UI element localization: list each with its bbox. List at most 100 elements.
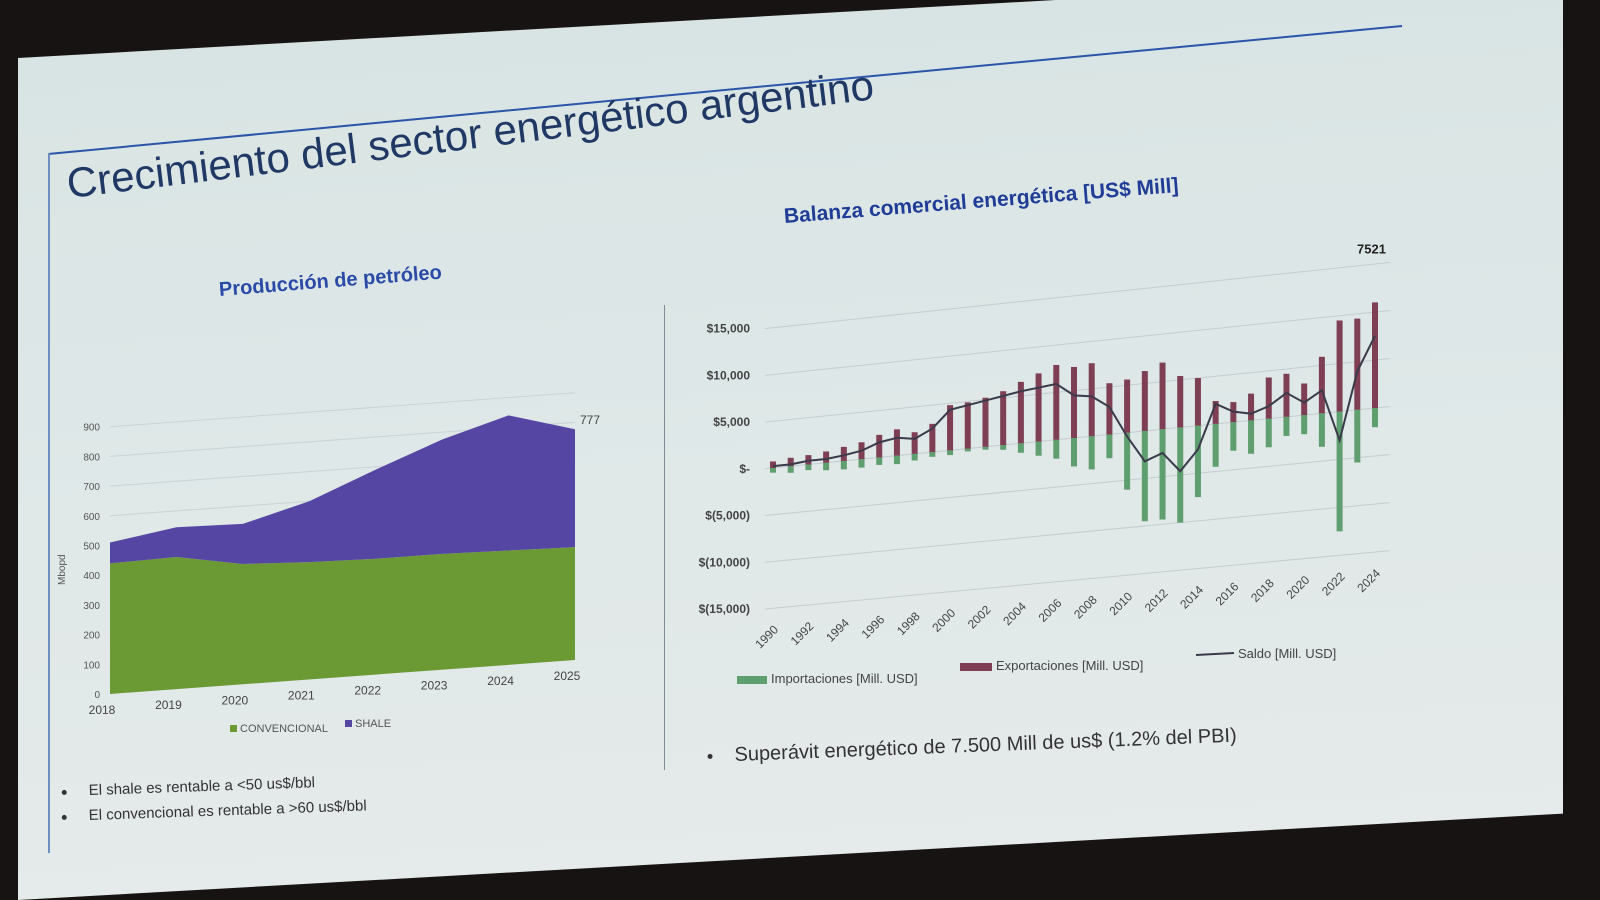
y-tick-label: $(5,000) bbox=[705, 509, 750, 523]
x-tick-label: 1996 bbox=[859, 612, 888, 641]
bar-exportaciones bbox=[1194, 378, 1201, 426]
y-tick-label: 800 bbox=[83, 452, 100, 463]
bar-importaciones bbox=[947, 450, 954, 456]
legend-swatch-importaciones bbox=[737, 676, 767, 684]
bar-exportaciones bbox=[1177, 376, 1184, 428]
y-tick-label: 400 bbox=[83, 571, 100, 582]
bar-importaciones bbox=[1035, 441, 1042, 456]
y-tick-label: $(10,000) bbox=[699, 555, 750, 569]
bar-importaciones bbox=[1177, 427, 1184, 523]
bar-exportaciones bbox=[787, 457, 794, 467]
line-saldo bbox=[772, 335, 1376, 473]
gridline bbox=[764, 454, 1391, 517]
bar-importaciones bbox=[1071, 438, 1077, 467]
x-tick-label: 2004 bbox=[1000, 599, 1029, 628]
bar-importaciones bbox=[1354, 409, 1361, 463]
bar-exportaciones bbox=[1035, 373, 1042, 442]
bar-exportaciones bbox=[1141, 371, 1148, 431]
bar-importaciones bbox=[1106, 434, 1113, 459]
bar-exportaciones bbox=[1372, 302, 1378, 408]
bar-importaciones bbox=[876, 457, 883, 465]
bullet-dot bbox=[61, 814, 67, 820]
x-tick-label: 2010 bbox=[1106, 589, 1135, 618]
y-tick-label: 700 bbox=[83, 482, 100, 493]
y-tick-label: 900 bbox=[83, 423, 100, 434]
x-tick-label: 2000 bbox=[929, 606, 958, 635]
bar-importaciones bbox=[893, 455, 900, 465]
gridline bbox=[764, 261, 1391, 330]
bar-exportaciones bbox=[1159, 362, 1166, 430]
bar-importaciones bbox=[1141, 430, 1148, 522]
x-tick-label: 2018 bbox=[1248, 576, 1277, 605]
bar-importaciones bbox=[911, 453, 918, 461]
bar-exportaciones bbox=[840, 446, 847, 461]
x-tick-label: 2006 bbox=[1036, 596, 1065, 625]
legend-swatch-exportaciones bbox=[960, 663, 992, 671]
bar-importaciones bbox=[1194, 425, 1201, 498]
data-label-7521: 7521 bbox=[1357, 242, 1386, 257]
bar-exportaciones bbox=[1354, 318, 1361, 410]
chart-divider bbox=[664, 305, 665, 770]
bullet-dot bbox=[61, 789, 67, 795]
bar-importaciones bbox=[1265, 418, 1272, 448]
bar-exportaciones bbox=[1000, 391, 1007, 446]
bar-exportaciones bbox=[770, 461, 776, 468]
legend-label-shale: SHALE bbox=[355, 718, 391, 730]
bar-importaciones bbox=[1124, 432, 1131, 490]
bar-exportaciones bbox=[1071, 366, 1077, 438]
bar-exportaciones bbox=[982, 397, 989, 447]
bar-importaciones bbox=[805, 464, 812, 471]
bar-importaciones bbox=[1159, 429, 1166, 520]
legend-swatch-shale bbox=[345, 720, 352, 727]
bar-importaciones bbox=[1053, 439, 1060, 459]
bar-exportaciones bbox=[964, 402, 971, 449]
x-tick-label: 2024 bbox=[487, 674, 514, 688]
x-tick-label: 2008 bbox=[1071, 592, 1100, 621]
bar-importaciones bbox=[964, 448, 971, 452]
gridline bbox=[109, 392, 576, 428]
bar-exportaciones bbox=[911, 432, 918, 454]
x-tick-label: 2023 bbox=[421, 679, 448, 693]
x-tick-label: 2020 bbox=[222, 693, 249, 707]
bullet-dot bbox=[707, 754, 713, 760]
bar-exportaciones bbox=[1283, 373, 1290, 417]
legend-label-exportaciones: Exportaciones [Mill. USD] bbox=[996, 658, 1143, 673]
bar-exportaciones bbox=[1017, 381, 1024, 444]
bar-importaciones bbox=[858, 459, 865, 468]
x-tick-label: 2002 bbox=[965, 602, 994, 631]
bar-exportaciones bbox=[1053, 364, 1060, 440]
x-tick-label: 2020 bbox=[1284, 573, 1313, 602]
bar-exportaciones bbox=[929, 423, 936, 453]
y-tick-label: $10,000 bbox=[707, 368, 751, 382]
bar-exportaciones bbox=[823, 451, 830, 463]
x-tick-label: 2012 bbox=[1142, 586, 1171, 615]
bar-exportaciones bbox=[1124, 379, 1131, 433]
bar-importaciones bbox=[823, 462, 830, 471]
area-shale bbox=[110, 415, 575, 565]
bar-exportaciones bbox=[1301, 383, 1308, 416]
bar-exportaciones bbox=[1212, 401, 1219, 424]
x-tick-label: 1994 bbox=[823, 616, 852, 645]
bar-importaciones bbox=[1301, 415, 1308, 435]
x-tick-label: 1992 bbox=[788, 619, 817, 648]
gridline bbox=[764, 550, 1391, 610]
x-tick-label: 2018 bbox=[89, 703, 116, 717]
trade-balance-plot: $(15,000) $(10,000) $(5,000) $- $5,000 $10,00… bbox=[699, 242, 1391, 686]
y-tick-label: 500 bbox=[83, 542, 100, 553]
bar-exportaciones bbox=[1336, 320, 1343, 412]
x-tick-label: 2022 bbox=[1319, 569, 1348, 598]
oil-production-plot: 0 100 200 300 400 500 600 700 800 900 Mbopd 2018 201… bbox=[57, 392, 600, 735]
area-convencional bbox=[110, 547, 575, 694]
legend-swatch-saldo bbox=[1195, 652, 1235, 656]
x-tick-label: 1998 bbox=[894, 609, 923, 638]
bar-importaciones bbox=[1017, 443, 1024, 453]
bar-importaciones bbox=[929, 452, 936, 457]
bar-exportaciones bbox=[876, 434, 883, 458]
legend-label-importaciones: Importaciones [Mill. USD] bbox=[771, 671, 918, 686]
x-tick-label: 2022 bbox=[354, 684, 381, 698]
legend-label-saldo: Saldo [Mill. USD] bbox=[1238, 646, 1336, 661]
y-tick-label: 100 bbox=[83, 660, 100, 671]
y-tick-label: 200 bbox=[83, 631, 100, 642]
slide-frame-left bbox=[48, 153, 50, 853]
